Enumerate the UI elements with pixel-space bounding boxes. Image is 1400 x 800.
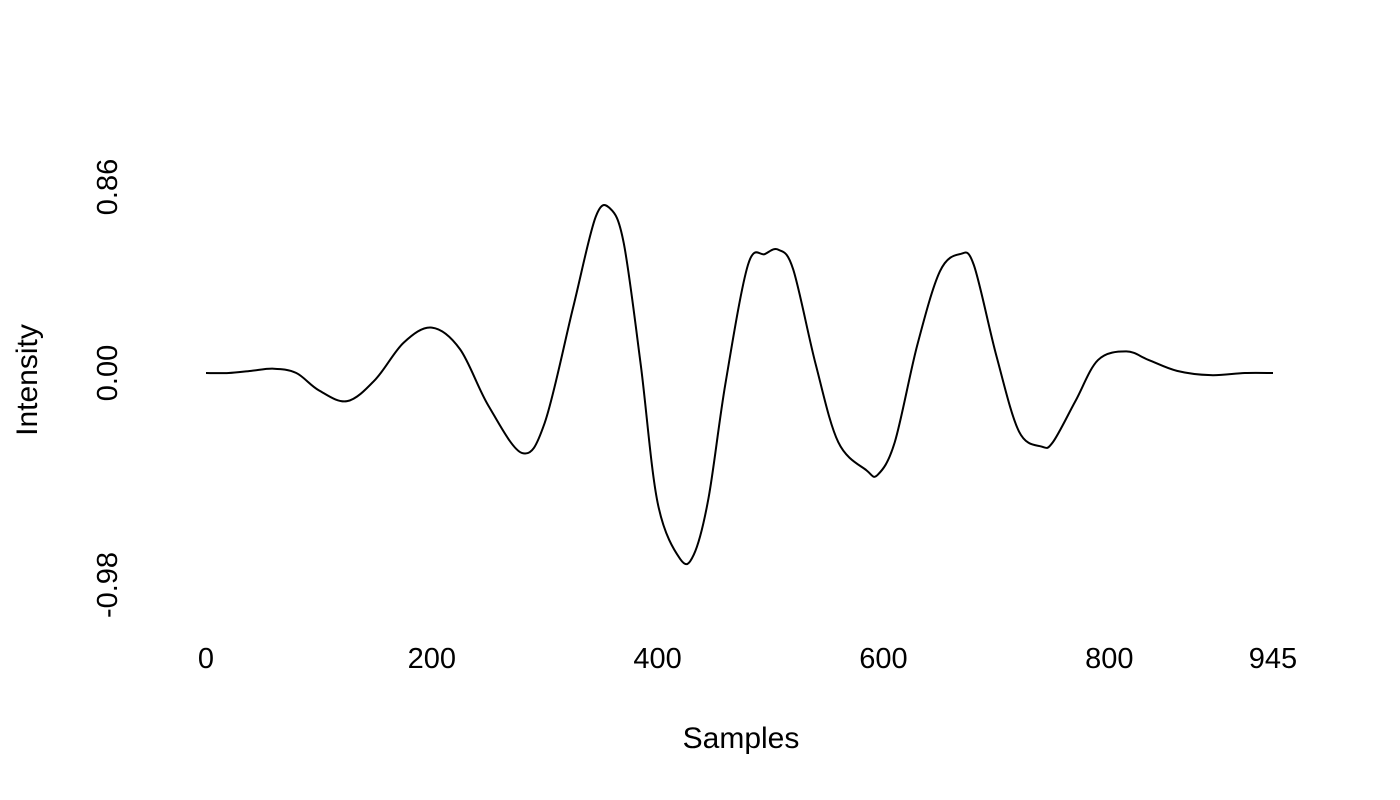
y-axis-ticks: -0.98 0.00 0.86 (92, 159, 124, 618)
x-tick-label-3: 600 (859, 643, 907, 675)
x-tick-label-5: 945 (1249, 643, 1297, 675)
x-axis-ticks: 0 200 400 600 800 945 (198, 643, 1297, 675)
y-axis-label: Intensity (11, 324, 44, 436)
x-tick-label-4: 800 (1085, 643, 1133, 675)
plot-area (205, 204, 1274, 566)
x-tick-label-2: 400 (633, 643, 681, 675)
y-tick-label-1: 0.00 (92, 345, 124, 401)
y-tick-label-2: 0.86 (92, 159, 124, 215)
series-line-0 (205, 204, 1274, 566)
x-tick-label-1: 200 (408, 643, 456, 675)
x-axis-label: Samples (683, 722, 800, 755)
y-tick-label-0: -0.98 (92, 552, 124, 618)
x-tick-label-0: 0 (198, 643, 214, 675)
